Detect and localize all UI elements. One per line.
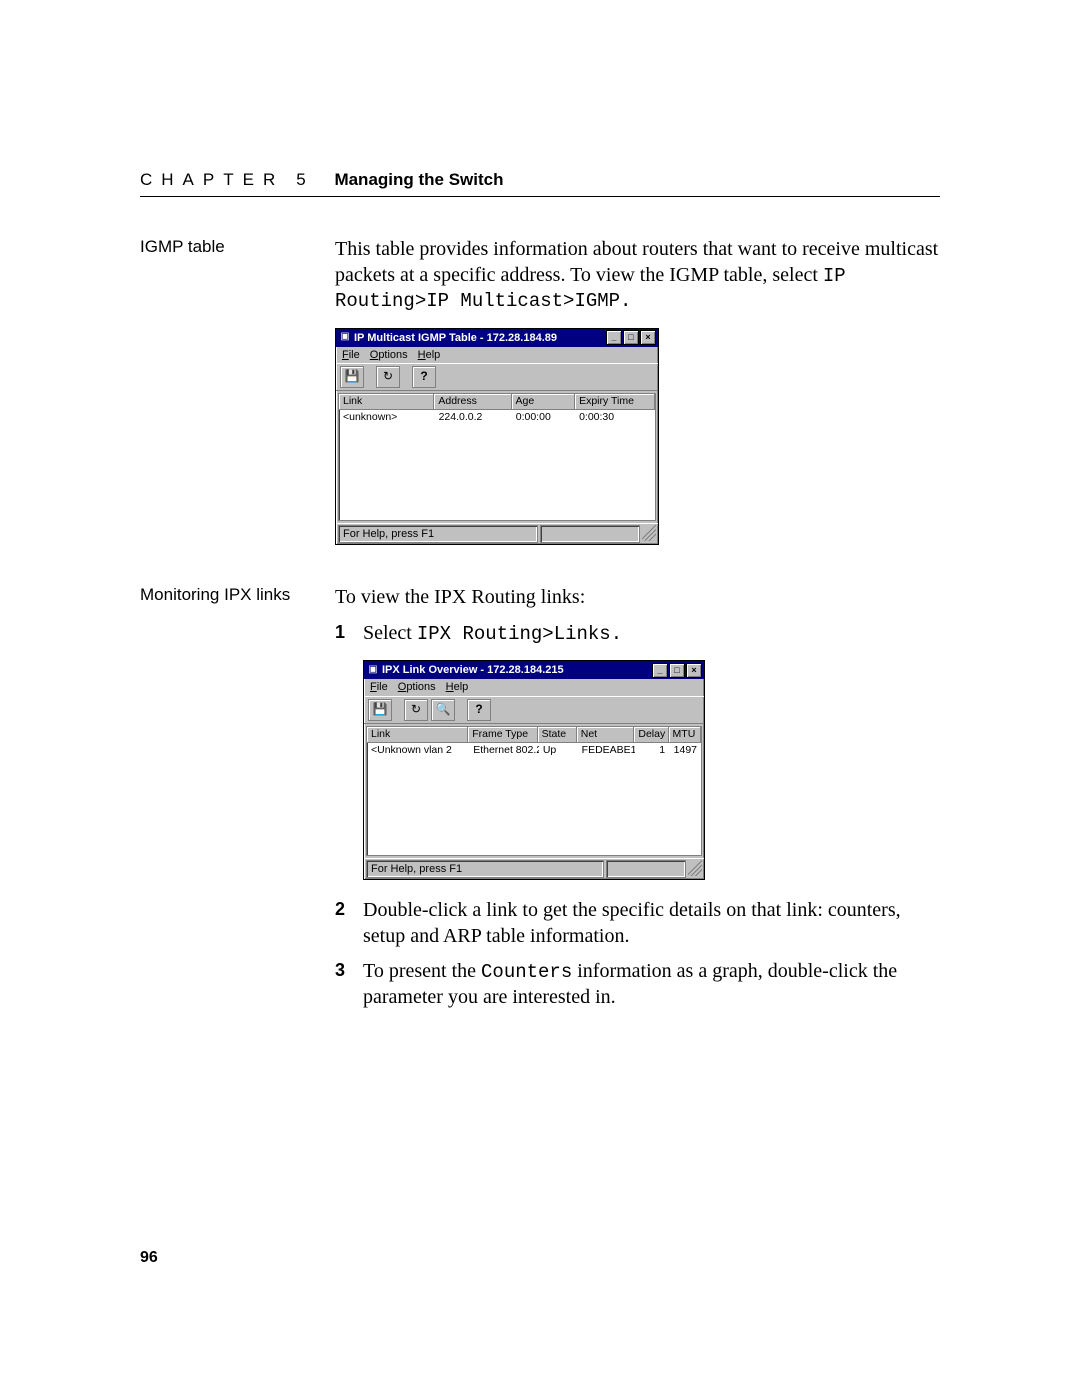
zoom-icon[interactable]: 🔍 bbox=[431, 699, 455, 721]
table-row[interactable]: <Unknown vlan 2 Ethernet 802.2 Up FEDEAB… bbox=[367, 743, 701, 758]
help-icon[interactable]: ? bbox=[467, 699, 491, 721]
col-expiry[interactable]: Expiry Time bbox=[575, 394, 655, 410]
col-mtu[interactable]: MTU bbox=[669, 727, 701, 743]
maximize-button[interactable]: □ bbox=[623, 330, 639, 345]
menu-file[interactable]: File bbox=[370, 680, 388, 694]
step-2-number: 2 bbox=[335, 898, 363, 921]
menu-options[interactable]: Options bbox=[398, 680, 436, 694]
resize-grip[interactable] bbox=[688, 860, 702, 876]
save-icon[interactable]: 💾 bbox=[340, 366, 364, 388]
app-icon: ▣ bbox=[338, 331, 352, 344]
col-net[interactable]: Net bbox=[577, 727, 635, 743]
ipx-intro: To view the IPX Routing links: bbox=[335, 585, 940, 611]
ipx-window-title: IPX Link Overview - 172.28.184.215 bbox=[380, 663, 652, 677]
igmp-statusbar: For Help, press F1 bbox=[336, 523, 658, 544]
margin-heading-ipx: Monitoring IPX links bbox=[140, 585, 335, 605]
table-row[interactable]: <unknown> 224.0.0.2 0:00:00 0:00:30 bbox=[339, 410, 655, 425]
igmp-titlebar[interactable]: ▣ IP Multicast IGMP Table - 172.28.184.8… bbox=[336, 329, 658, 347]
step-2-text: Double-click a link to get the specific … bbox=[363, 898, 940, 949]
ipx-statusbar: For Help, press F1 bbox=[364, 858, 704, 879]
save-icon[interactable]: 💾 bbox=[368, 699, 392, 721]
minimize-button[interactable]: _ bbox=[652, 663, 668, 678]
chapter-number: 5 bbox=[296, 170, 305, 190]
igmp-menubar: File Options Help bbox=[336, 347, 658, 363]
close-button[interactable]: × bbox=[686, 663, 702, 678]
resize-grip[interactable] bbox=[642, 525, 656, 541]
step-1-number: 1 bbox=[335, 621, 363, 644]
ipx-window: ▣ IPX Link Overview - 172.28.184.215 _ □… bbox=[363, 660, 705, 880]
status-blank bbox=[606, 860, 686, 878]
menu-file[interactable]: File bbox=[342, 348, 360, 362]
col-address[interactable]: Address bbox=[434, 394, 511, 410]
igmp-paragraph: This table provides information about ro… bbox=[335, 237, 940, 314]
header-rule bbox=[140, 196, 940, 197]
menu-help[interactable]: Help bbox=[418, 348, 441, 362]
chapter-word: CHAPTER bbox=[140, 170, 284, 190]
step-3-number: 3 bbox=[335, 959, 363, 982]
col-delay[interactable]: Delay bbox=[634, 727, 668, 743]
igmp-window: ▣ IP Multicast IGMP Table - 172.28.184.8… bbox=[335, 328, 659, 546]
ipx-menu-path: IPX Routing>Links. bbox=[417, 623, 622, 645]
maximize-button[interactable]: □ bbox=[669, 663, 685, 678]
margin-heading-igmp: IGMP table bbox=[140, 237, 335, 257]
refresh-icon[interactable]: ↻ bbox=[376, 366, 400, 388]
ipx-table: Link Frame Type State Net Delay MTU <Unk… bbox=[366, 726, 702, 856]
chapter-title: Managing the Switch bbox=[334, 170, 503, 190]
page-number: 96 bbox=[140, 1249, 158, 1267]
col-link[interactable]: Link bbox=[367, 727, 468, 743]
igmp-toolbar: 💾 ↻ ? bbox=[336, 363, 658, 391]
close-button[interactable]: × bbox=[640, 330, 656, 345]
ipx-titlebar[interactable]: ▣ IPX Link Overview - 172.28.184.215 _ □… bbox=[364, 661, 704, 679]
col-frame[interactable]: Frame Type bbox=[468, 727, 537, 743]
menu-help[interactable]: Help bbox=[446, 680, 469, 694]
igmp-table: Link Address Age Expiry Time <unknown> 2… bbox=[338, 393, 656, 521]
minimize-button[interactable]: _ bbox=[606, 330, 622, 345]
col-state[interactable]: State bbox=[538, 727, 577, 743]
app-icon: ▣ bbox=[366, 664, 380, 677]
status-text: For Help, press F1 bbox=[338, 525, 538, 543]
igmp-window-title: IP Multicast IGMP Table - 172.28.184.89 bbox=[352, 331, 606, 345]
running-header: CHAPTER 5 Managing the Switch bbox=[140, 170, 940, 190]
step-1-text: Select IPX Routing>Links. bbox=[363, 621, 940, 647]
col-link[interactable]: Link bbox=[339, 394, 434, 410]
refresh-icon[interactable]: ↻ bbox=[404, 699, 428, 721]
help-icon[interactable]: ? bbox=[412, 366, 436, 388]
col-age[interactable]: Age bbox=[512, 394, 576, 410]
menu-options[interactable]: Options bbox=[370, 348, 408, 362]
step-3-text: To present the Counters information as a… bbox=[363, 959, 940, 1010]
ipx-menubar: File Options Help bbox=[364, 679, 704, 695]
status-text: For Help, press F1 bbox=[366, 860, 604, 878]
status-blank bbox=[540, 525, 640, 543]
ipx-toolbar: 💾 ↻ 🔍 ? bbox=[364, 696, 704, 724]
